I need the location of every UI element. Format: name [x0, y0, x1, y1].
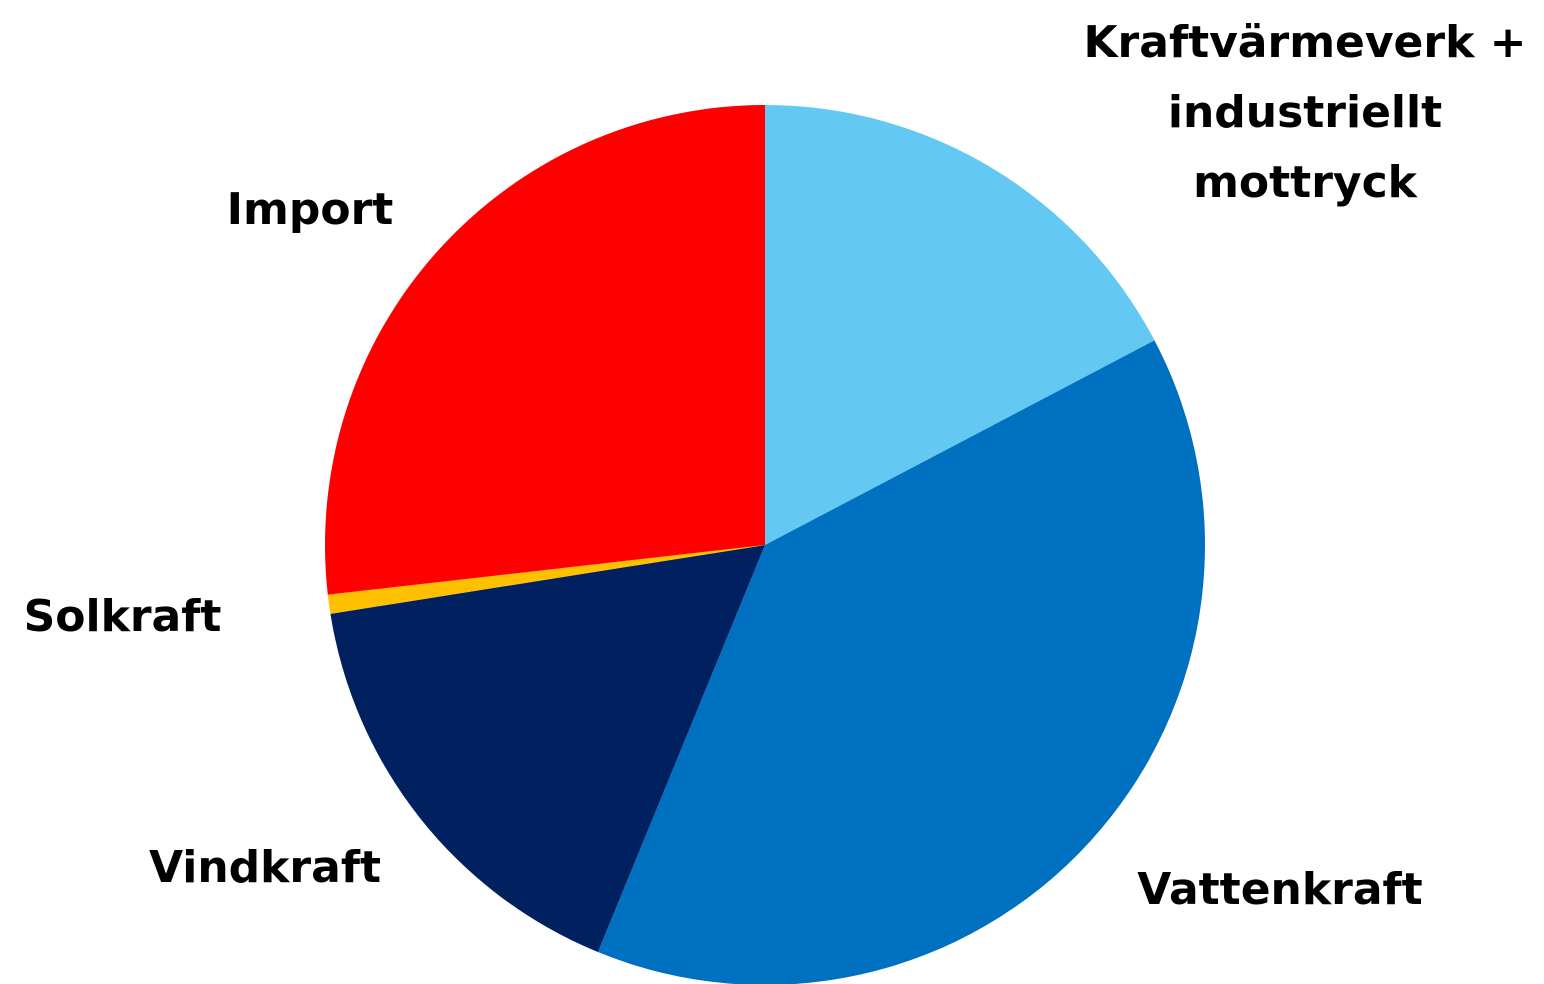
pie-slice: [330, 545, 765, 953]
slice-label: Solkraft: [23, 591, 222, 642]
pie-slice: [327, 545, 765, 614]
slice-label: Vattenkraft: [1137, 864, 1423, 915]
slice-label: Import: [226, 184, 394, 235]
pie-slice: [597, 340, 1205, 984]
pie-slice: [765, 105, 1155, 545]
pie-slice: [325, 105, 765, 595]
slice-label: Vindkraft: [148, 842, 381, 893]
slice-label: Kraftvärmeverk + industriellt mottryck: [1083, 17, 1527, 208]
